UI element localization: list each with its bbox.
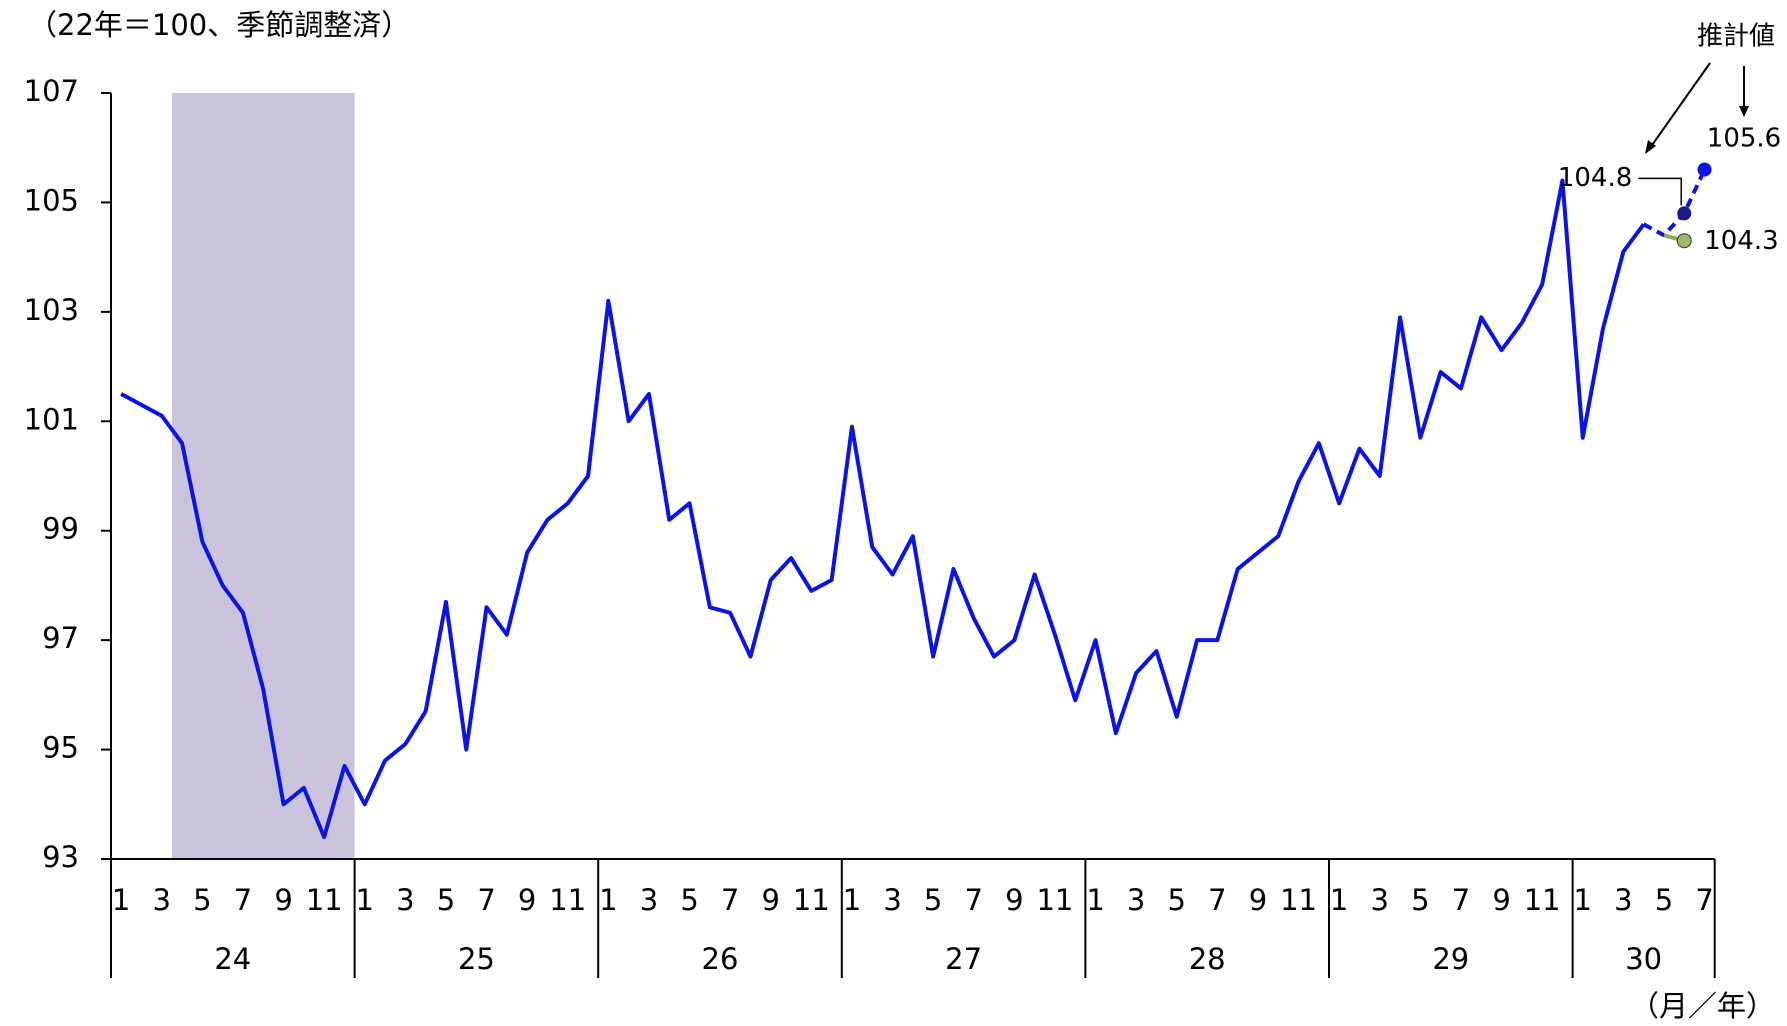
x-tick-label: 3 — [883, 883, 901, 917]
recession-band — [171, 93, 355, 859]
x-tick-label: 9 — [518, 883, 536, 917]
y-tick-label: 97 — [42, 621, 79, 655]
annotation: 推計値 — [1697, 22, 1775, 52]
x-tick-label: 7 — [477, 883, 495, 917]
arrow-head — [1739, 106, 1749, 117]
x-tick-label: 11 — [306, 883, 343, 917]
y-tick-label: 99 — [42, 512, 79, 546]
value-label: 105.6 — [1707, 124, 1781, 154]
year-label: 24 — [214, 942, 251, 976]
x-tick-label: 5 — [437, 883, 455, 917]
year-label: 29 — [1432, 942, 1469, 976]
x-tick-label: 7 — [1208, 883, 1226, 917]
year-label: 25 — [458, 942, 495, 976]
x-tick-label: 11 — [1280, 883, 1317, 917]
series-line — [1642, 168, 1707, 238]
x-tick-label: 5 — [1655, 883, 1673, 917]
x-tick-label: 9 — [762, 883, 780, 917]
arrow-head — [1645, 140, 1656, 154]
x-tick-label: 1 — [1086, 883, 1104, 917]
x-tick-label: 9 — [1005, 883, 1023, 917]
series-line — [120, 178, 1646, 840]
x-tick-label: 9 — [274, 883, 292, 917]
x-axis-label: （月／年） — [1630, 989, 1775, 1023]
x-tick-label: 3 — [396, 883, 414, 917]
x-tick-label: 11 — [793, 883, 830, 917]
x-tick-label: 7 — [965, 883, 983, 917]
x-tick-label: 5 — [680, 883, 698, 917]
x-tick-label: 1 — [599, 883, 617, 917]
point-marker — [1677, 206, 1692, 221]
year-label: 28 — [1189, 942, 1226, 976]
x-tick-label: 9 — [1492, 883, 1510, 917]
x-tick-label: 7 — [1695, 883, 1713, 917]
year-label: 30 — [1625, 942, 1662, 976]
x-tick-label: 5 — [193, 883, 211, 917]
x-tick-label: 9 — [1249, 883, 1267, 917]
x-tick-label: 7 — [1452, 883, 1470, 917]
x-tick-label: 3 — [153, 883, 171, 917]
x-tick-label: 5 — [1411, 883, 1429, 917]
value-label: 104.8 — [1558, 163, 1632, 193]
x-tick-label: 1 — [843, 883, 861, 917]
y-tick-label: 93 — [42, 840, 79, 874]
x-tick-label: 1 — [356, 883, 374, 917]
x-tick-label: 7 — [234, 883, 252, 917]
y-tick-label: 95 — [42, 731, 79, 765]
x-tick-label: 5 — [1168, 883, 1186, 917]
x-tick-label: 11 — [549, 883, 586, 917]
x-tick-label: 3 — [1127, 883, 1145, 917]
x-tick-label: 3 — [1371, 883, 1389, 917]
y-tick-label: 103 — [24, 293, 79, 327]
point-marker — [1676, 233, 1692, 249]
label-leader — [1638, 177, 1682, 206]
x-tick-label: 11 — [1524, 883, 1561, 917]
x-tick-label: 1 — [1574, 883, 1592, 917]
x-tick-label: 1 — [1330, 883, 1348, 917]
y-tick-label: 107 — [24, 74, 79, 108]
x-tick-label: 7 — [721, 883, 739, 917]
x-tick-label: 1 — [112, 883, 130, 917]
y-tick-label: 101 — [24, 402, 79, 436]
chart-title: （22年＝100、季節調整済） — [28, 8, 410, 42]
x-tick-label: 3 — [1614, 883, 1632, 917]
point-marker — [1697, 162, 1712, 177]
annotation-arrow — [1649, 62, 1711, 149]
year-label: 27 — [945, 942, 982, 976]
value-label: 104.3 — [1704, 226, 1778, 256]
x-tick-label: 5 — [924, 883, 942, 917]
year-label: 26 — [702, 942, 739, 976]
x-tick-label: 3 — [640, 883, 658, 917]
x-tick-label: 11 — [1036, 883, 1073, 917]
y-tick-label: 105 — [24, 183, 79, 217]
